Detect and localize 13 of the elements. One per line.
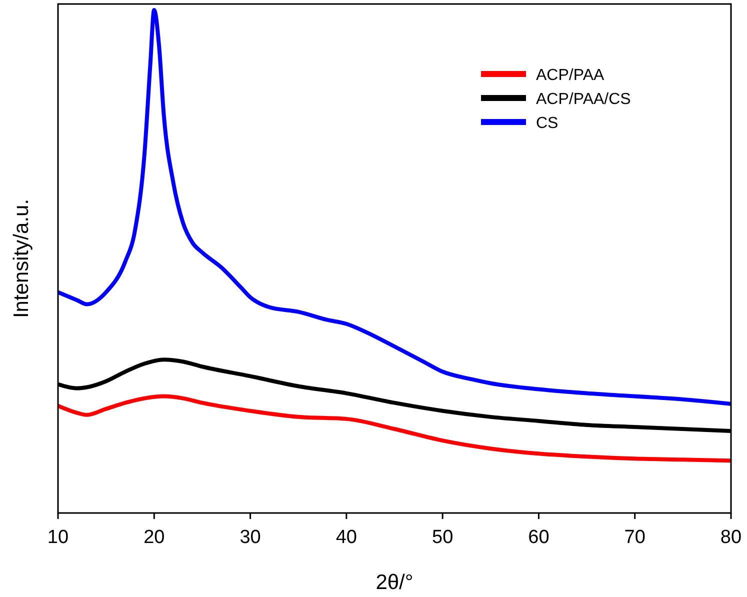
- x-tick-label: 20: [144, 527, 165, 548]
- legend-label: CS: [536, 115, 558, 132]
- legend-label: ACP/PAA: [536, 67, 604, 84]
- x-tick-label: 70: [624, 527, 646, 548]
- x-tick-label: 80: [720, 527, 742, 548]
- y-axis-title: Intensity/a.u.: [10, 198, 33, 318]
- x-tick-label: 30: [240, 527, 261, 548]
- x-tick-label: 40: [336, 527, 357, 548]
- legend-label: ACP/PAA/CS: [536, 91, 631, 108]
- x-tick-label: 60: [528, 527, 550, 548]
- x-tick-label: 10: [47, 527, 69, 548]
- x-tick-label: 50: [432, 527, 454, 548]
- x-axis-title: 2θ/°: [376, 571, 414, 594]
